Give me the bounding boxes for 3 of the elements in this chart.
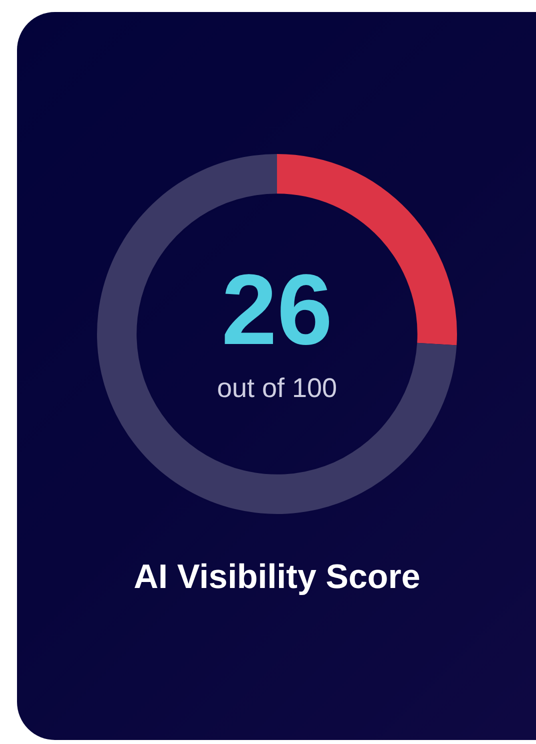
text: AI Visibility Score <box>134 558 420 596</box>
text: out of 100 <box>216 373 338 403</box>
text: 26 <box>221 254 333 366</box>
